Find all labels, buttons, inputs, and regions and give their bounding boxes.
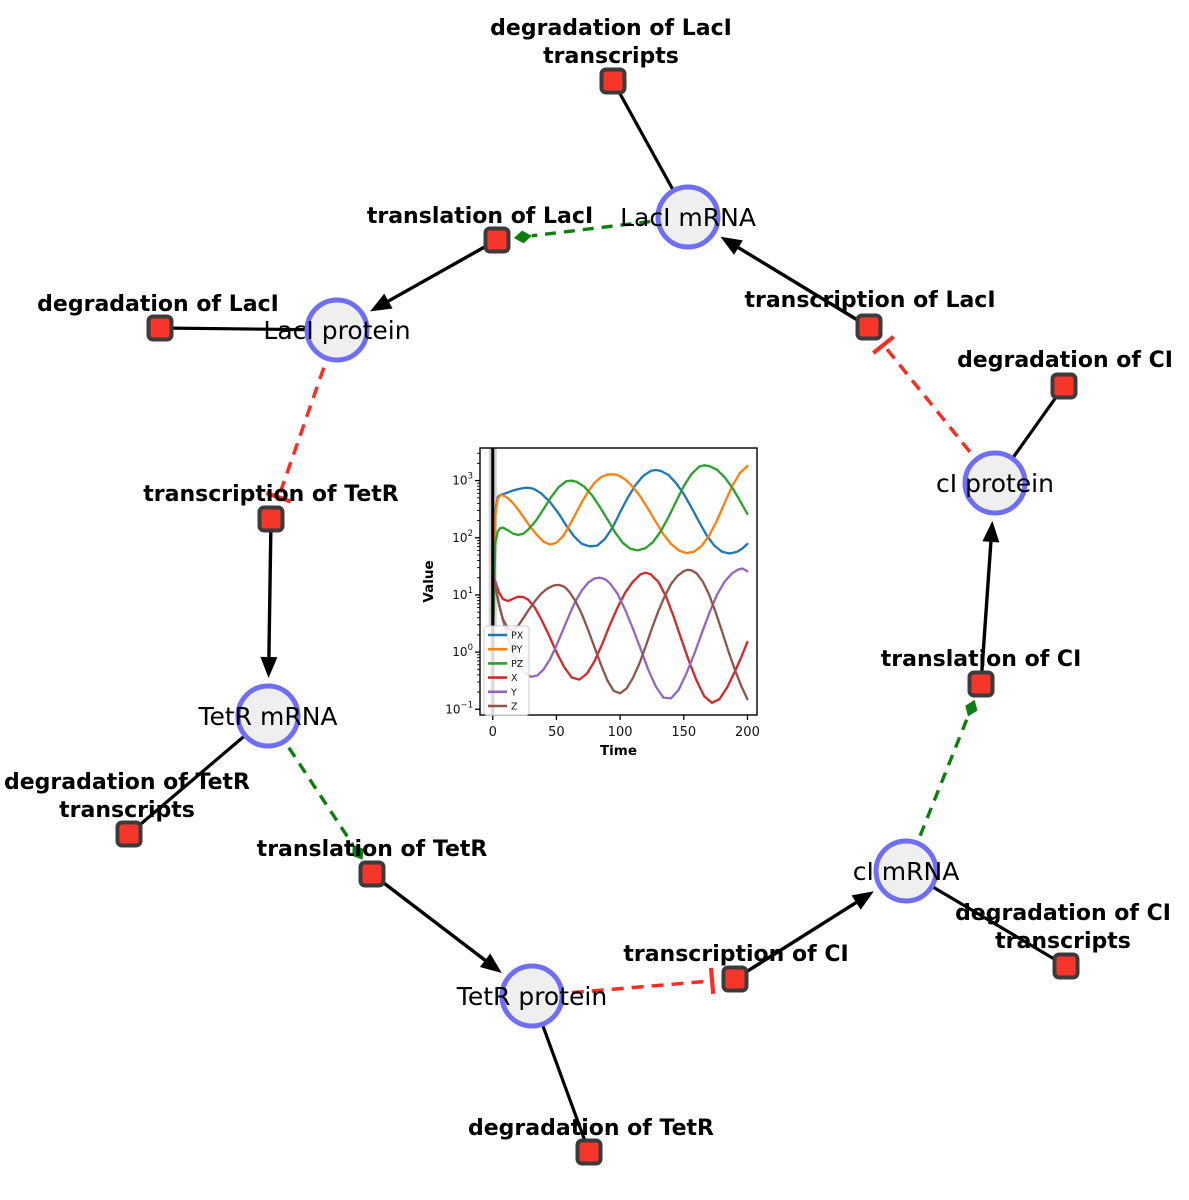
species-label-ci-mrna: cI mRNA: [853, 857, 960, 886]
edge-transcription_tetr-tetr_mrna: [260, 518, 278, 679]
reaction-node-transcription-ci: [721, 965, 749, 993]
x-tick-label: 0: [489, 725, 497, 740]
x-tick-label: 50: [548, 725, 565, 740]
reaction-node-transcription-tetr: [257, 505, 285, 533]
reaction-node-translation-laci: [483, 226, 511, 254]
reaction-node-deg-laci-tx: [599, 67, 627, 95]
series-line-pz: [491, 464, 749, 654]
plot-spines: [479, 447, 758, 716]
reaction-label-transcription-laci: transcription of LacI: [744, 288, 995, 313]
reaction-label-deg-laci-tx: transcripts: [543, 44, 679, 69]
species-label-laci-mrna: LacI mRNA: [620, 203, 756, 232]
legend-label-x: X: [511, 673, 518, 684]
y-axis-title: Value: [421, 560, 437, 602]
edge-translation_ci-ci_protein: [979, 520, 1000, 685]
y-tick-label: 103: [452, 472, 473, 488]
reaction-label-deg-tetr: degradation of TetR: [468, 1116, 714, 1141]
reaction-label-transcription-ci: transcription of CI: [623, 942, 848, 967]
reaction-node-deg-tetr: [575, 1138, 603, 1166]
y-tick-label: 101: [452, 586, 473, 602]
reaction-node-deg-tetr-tx: [115, 820, 143, 848]
diamond-arrowhead-icon: [352, 844, 364, 860]
nodes-layer: [115, 67, 1080, 1166]
species-node-tetr-protein: [499, 963, 565, 1029]
plot-legend: PX PY PZ XYZ: [483, 625, 530, 716]
tee-inhibitor-icon: [872, 335, 895, 355]
species-node-laci-protein: [304, 297, 370, 363]
x-tick-label: 150: [671, 725, 696, 740]
reaction-label-deg-laci: degradation of LacI: [37, 292, 279, 317]
y-tick-label: 100: [452, 643, 473, 659]
x-tick-label: 200: [735, 725, 760, 740]
reaction-label-deg-ci-tx: transcripts: [995, 929, 1131, 954]
arrowhead-icon: [370, 293, 393, 312]
labels-layer: degradation of LacI transcripts translatio…: [4, 16, 1173, 1141]
edge-translation_laci-laci_protein: [370, 238, 498, 312]
reaction-node-deg-ci: [1050, 372, 1078, 400]
species-label-tetr-protein: TetR protein: [456, 982, 607, 1011]
species-label-tetr-mrna: TetR mRNA: [197, 702, 337, 731]
series-line-x: [491, 571, 749, 704]
diamond-arrowhead-icon: [965, 699, 978, 717]
reaction-label-deg-tetr-tx: transcripts: [59, 798, 195, 823]
tee-inhibitor-icon: [708, 967, 716, 995]
reaction-node-transcription-laci: [855, 313, 883, 341]
edge-translation_tetr-tetr_protein: [370, 872, 502, 973]
arrowhead-icon: [982, 520, 1000, 543]
reaction-label-translation-ci: translation of CI: [881, 647, 1082, 672]
y-tick-label: 102: [452, 529, 473, 545]
reaction-label-transcription-tetr: transcription of TetR: [143, 482, 399, 507]
legend-label-y: Y: [510, 687, 517, 698]
series-line-z: [491, 568, 749, 701]
series-line-py: [491, 464, 749, 654]
species-label-laci-protein: LacI protein: [263, 316, 410, 345]
reaction-label-translation-laci: translation of LacI: [367, 204, 593, 229]
arrowhead-icon: [720, 236, 743, 255]
species-node-tetr-mrna: [235, 683, 301, 749]
arrowhead-icon: [479, 953, 502, 973]
arrowhead-icon: [851, 891, 874, 910]
x-axis-title: Time: [600, 743, 637, 759]
reaction-node-translation-tetr: [358, 860, 386, 888]
reaction-label-deg-ci: degradation of CI: [957, 348, 1173, 373]
y-tick-label: 10−1: [445, 700, 473, 716]
reaction-node-deg-ci-tx: [1052, 952, 1080, 980]
legend-label-z: Z: [511, 702, 518, 713]
arrowhead-icon: [260, 656, 278, 679]
inset-plot: 0 50 100 150 20010−1100101102103TimeValuePXP…: [421, 447, 760, 759]
legend-label-px: PX: [511, 631, 524, 642]
species-node-ci-protein: [962, 450, 1028, 516]
legend-label-py: PY: [511, 645, 523, 656]
legend-label-pz: PZ: [511, 659, 524, 670]
reaction-label-deg-tetr-tx: degradation of TetR: [4, 770, 250, 795]
species-node-ci-mrna: [873, 838, 939, 904]
species-node-laci-mrna: [655, 184, 721, 250]
reaction-label-translation-tetr: translation of TetR: [257, 837, 488, 862]
x-tick-label: 100: [608, 725, 633, 740]
reaction-node-translation-ci: [967, 670, 995, 698]
species-label-ci-protein: cI protein: [936, 469, 1054, 498]
edge-transcription_ci-ci_mrna: [734, 891, 874, 981]
reaction-label-deg-ci-tx: degradation of CI: [955, 901, 1171, 926]
reaction-label-deg-laci-tx: degradation of LacI: [490, 16, 732, 41]
diamond-arrowhead-icon: [513, 230, 532, 244]
tee-inhibitor-icon: [265, 491, 292, 504]
reaction-node-deg-laci: [146, 314, 174, 342]
edge-transcription_laci-laci_mrna: [720, 236, 870, 329]
